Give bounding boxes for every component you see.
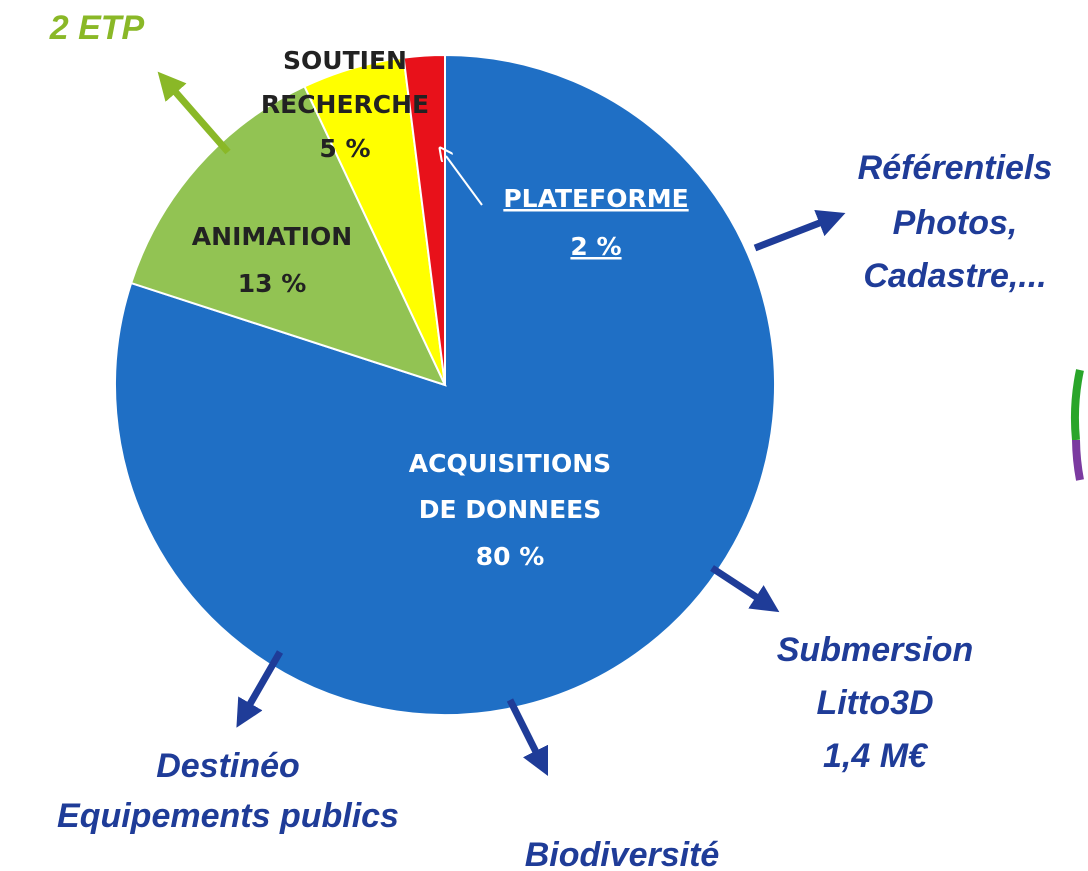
arrow: [753, 210, 846, 252]
pie-slice: [402, 53, 446, 386]
arrows: [157, 71, 846, 777]
arrow: [236, 650, 284, 728]
value-label: 2 %: [570, 232, 621, 261]
annotation: 2 ETP: [49, 9, 145, 47]
value-label: 13 %: [238, 269, 307, 298]
value-label: 5 %: [319, 134, 370, 163]
annotation: Référentiels Photos, Cadastre,...: [858, 149, 1053, 295]
slice-label: PLATEFORME: [503, 184, 688, 213]
pie: [114, 53, 776, 716]
slice-label: ANIMATION: [192, 222, 352, 251]
arrow: [446, 156, 483, 206]
pie-slice: [114, 53, 776, 716]
annotation: Destinéo Equipements publics: [57, 747, 399, 835]
side-circle: [1070, 369, 1084, 481]
slice-label: ACQUISITIONS DE DONNEES: [409, 449, 611, 524]
arrow: [506, 698, 549, 777]
annotation: Submersion Litto3D 1,4 M€: [777, 631, 973, 775]
arrow: [157, 71, 231, 155]
value-label: 80 %: [476, 542, 545, 571]
slice-label: SOUTIEN RECHERCHE: [261, 46, 429, 119]
pie-slice: [129, 85, 447, 387]
annotation: Biodiversité: [525, 836, 720, 871]
arrow: [710, 565, 780, 613]
